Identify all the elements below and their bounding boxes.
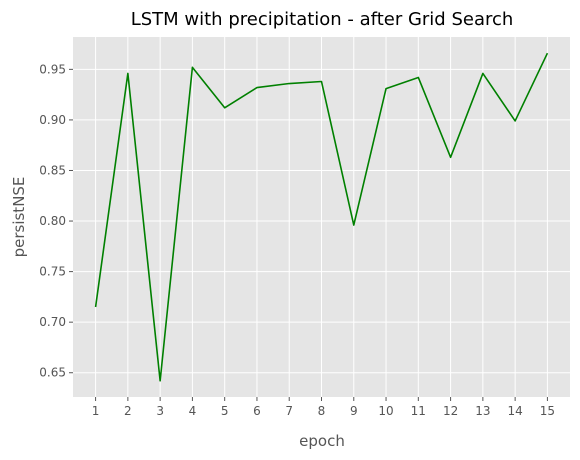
x-tick-label: 9 (350, 404, 358, 418)
grid-lines (73, 37, 570, 397)
y-tick-label: 0.75 (39, 265, 66, 279)
y-tick-label: 0.65 (39, 366, 66, 380)
x-tick-label: 7 (285, 404, 293, 418)
x-axis-label: epoch (299, 432, 345, 450)
x-tick-label: 10 (378, 404, 393, 418)
y-axis-label: persistNSE (10, 177, 28, 258)
x-tick-label: 6 (253, 404, 261, 418)
x-tick-label: 3 (156, 404, 164, 418)
x-tick-label: 5 (221, 404, 229, 418)
chart-title: LSTM with precipitation - after Grid Sea… (131, 9, 514, 30)
y-tick-label: 0.95 (39, 62, 66, 76)
x-tick-label: 8 (318, 404, 326, 418)
y-tick-label: 0.70 (39, 315, 66, 329)
x-tick-label: 1 (92, 404, 100, 418)
x-tick-label: 2 (124, 404, 132, 418)
x-tick-label: 4 (189, 404, 197, 418)
x-tick-label: 11 (411, 404, 426, 418)
x-tick-label: 15 (540, 404, 555, 418)
x-axis-ticks: 1 2 3 4 5 6 7 8 9 10 11 12 13 14 15 (92, 397, 555, 418)
y-tick-label: 0.85 (39, 163, 66, 177)
y-axis-ticks: 0.65 0.70 0.75 0.80 0.85 0.90 0.95 (39, 62, 73, 380)
y-tick-label: 0.90 (39, 113, 66, 127)
x-tick-label: 13 (475, 404, 490, 418)
series-group (94, 52, 549, 382)
x-tick-label: 14 (507, 404, 522, 418)
series-line (94, 52, 549, 382)
x-tick-label: 12 (443, 404, 458, 418)
y-tick-label: 0.80 (39, 214, 66, 228)
